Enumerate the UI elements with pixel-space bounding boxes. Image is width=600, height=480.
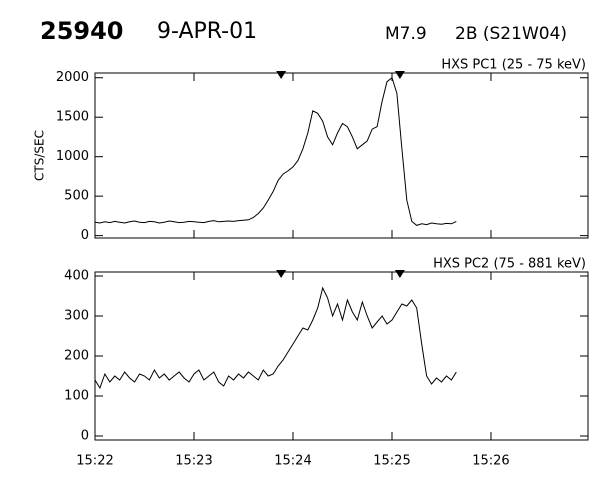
event-date: 9-APR-01 xyxy=(157,19,257,44)
x-tick-label: 15:22 xyxy=(76,454,113,469)
time-marker xyxy=(394,71,405,79)
panel-title: HXS PC2 (75 - 881 keV) xyxy=(433,257,586,272)
x-tick-label: 15:23 xyxy=(175,454,212,469)
goes-class: M7.9 xyxy=(385,24,427,44)
time-marker xyxy=(276,270,287,278)
x-tick-label: 15:26 xyxy=(472,454,509,469)
x-tick-label: 15:25 xyxy=(373,454,410,469)
time-marker xyxy=(276,71,287,79)
y-tick-label: 100 xyxy=(64,389,89,404)
x-tick-label: 15:24 xyxy=(274,454,311,469)
y-tick-label: 500 xyxy=(64,189,89,204)
y-tick-label: 1500 xyxy=(56,110,89,125)
event-id: 25940 xyxy=(40,17,124,45)
y-axis-label: CTS/SEC xyxy=(33,130,47,181)
time-marker xyxy=(394,270,405,278)
y-tick-label: 1000 xyxy=(56,149,89,164)
flare-class: 2B (S21W04) xyxy=(455,24,567,44)
y-tick-label: 2000 xyxy=(56,70,89,85)
y-tick-label: 400 xyxy=(64,269,89,284)
y-tick-label: 0 xyxy=(81,228,89,243)
plot-frame xyxy=(94,72,589,239)
y-tick-label: 300 xyxy=(64,309,89,324)
data-line xyxy=(94,286,457,390)
y-tick-label: 0 xyxy=(81,429,89,444)
panel-title: HXS PC1 (25 - 75 keV) xyxy=(441,58,586,73)
data-line xyxy=(94,76,457,226)
y-tick-label: 200 xyxy=(64,349,89,364)
